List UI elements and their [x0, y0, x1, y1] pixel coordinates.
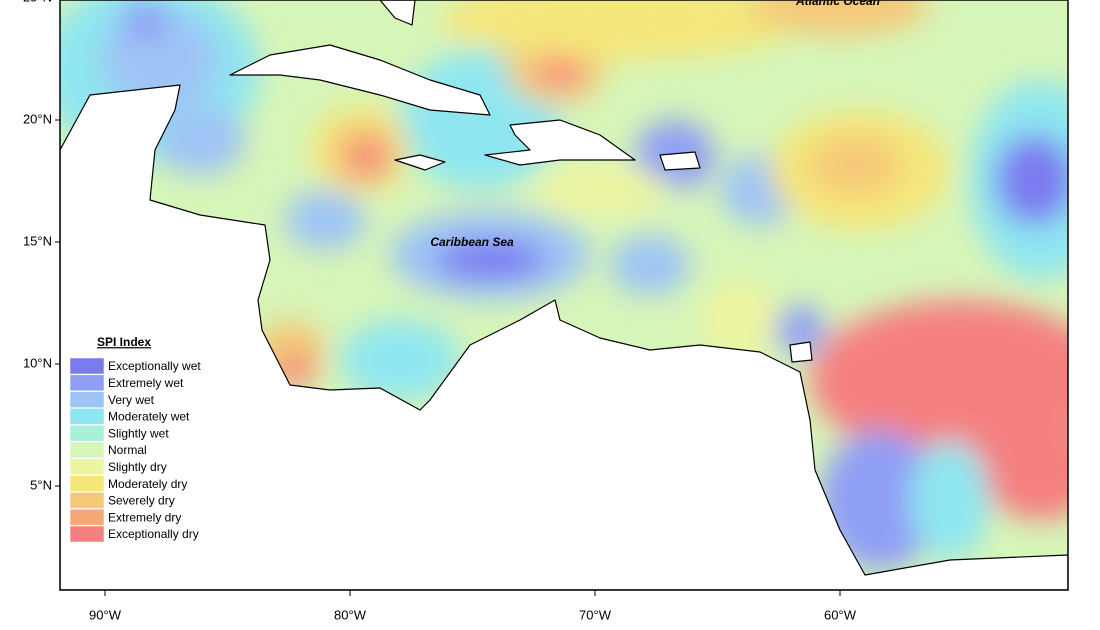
legend-swatch — [69, 374, 105, 392]
legend-swatch — [69, 508, 105, 526]
lat-label: 20°N — [23, 111, 52, 126]
legend-label: Moderately dry — [108, 477, 187, 491]
legend-label: Extremely dry — [108, 510, 181, 524]
map-frame — [59, 0, 1069, 591]
legend-label: Moderately wet — [108, 410, 190, 424]
legend-label: Exceptionally wet — [108, 359, 201, 373]
land-mainland — [60, 84, 1068, 590]
legend-label: Slightly wet — [108, 426, 169, 440]
lat-label: 15°N — [23, 233, 52, 248]
legend-swatch — [69, 475, 105, 492]
land-florida — [379, 0, 416, 26]
legend-label: Severely dry — [108, 494, 175, 508]
legend-title: SPI Index — [97, 335, 151, 349]
legend-swatch — [69, 525, 105, 543]
lon-label: 60°W — [824, 607, 857, 622]
lon-label: 70°W — [579, 607, 612, 622]
legend: SPI Index Exceptionally wet Extremely wet… — [69, 335, 201, 543]
legend-swatch — [69, 357, 105, 375]
lon-label: 80°W — [334, 607, 367, 622]
axes: 25°N 20°N 15°N 10°N 5°N 90°W 80°W 70°W 60°W — [23, 0, 857, 622]
lat-label: 10°N — [23, 355, 52, 370]
legend-label: Normal — [108, 443, 147, 457]
legend-swatch — [69, 492, 105, 509]
legend-label: Slightly dry — [108, 460, 167, 474]
legend-swatch — [69, 458, 105, 476]
land-hispaniola — [484, 119, 636, 166]
place-label: Caribbean Sea — [430, 235, 514, 249]
legend-label: Extremely wet — [108, 376, 184, 390]
legend-swatch — [69, 391, 105, 408]
legend-swatch — [69, 424, 105, 442]
legend-label: Very wet — [108, 393, 155, 407]
lat-label: 5°N — [30, 477, 52, 492]
lat-label: 25°N — [23, 0, 52, 4]
lon-label: 90°W — [89, 607, 122, 622]
place-label: Atlantic Ocean — [795, 0, 880, 8]
legend-swatch — [69, 408, 105, 425]
legend-swatch — [69, 441, 105, 459]
legend-label: Exceptionally dry — [108, 527, 199, 541]
map-area: Atlantic Ocean Caribbean Sea — [60, 0, 1068, 590]
land-jamaica — [394, 154, 446, 171]
land-cuba — [229, 44, 491, 116]
land-trinidad — [789, 341, 813, 363]
land-puerto-rico — [659, 151, 701, 171]
